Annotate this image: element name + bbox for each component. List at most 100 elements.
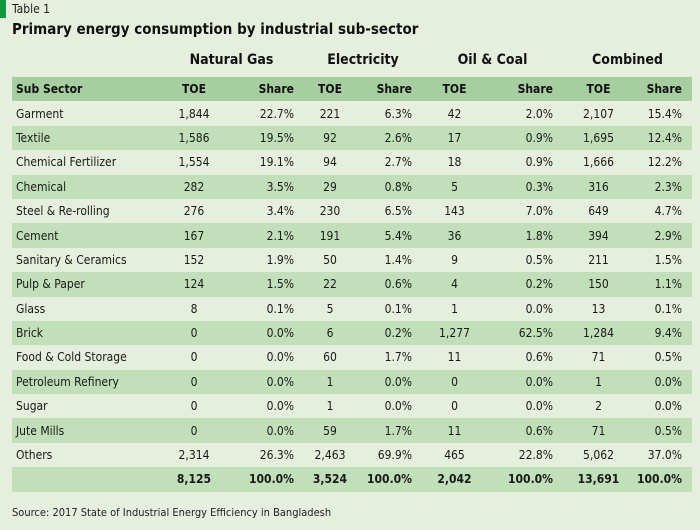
table-cell: 71: [591, 350, 606, 365]
table-cell: 0.5%: [654, 423, 682, 438]
table-cell: 0.1%: [384, 301, 412, 316]
table-cell: 1,695: [583, 130, 614, 145]
table-cell: 3.4%: [266, 204, 294, 219]
table-cell: 0.0%: [266, 326, 294, 341]
table-cell: 1.9%: [266, 252, 294, 267]
table-cell: 465: [444, 448, 465, 463]
sub-sector-cell: Food & Cold Storage: [16, 350, 127, 365]
energy-table: Sub Sector TOE Share TOE Share TOE Share…: [12, 77, 692, 492]
table-row: Jute Mills 0 0.0% 59 1.7% 11 0.6% 71 0.5%: [12, 418, 692, 443]
table-cell: 2,463: [314, 448, 346, 463]
sub-sector-cell: Steel & Re-rolling: [16, 204, 110, 219]
sub-sector-cell: Glass: [16, 301, 46, 316]
table-cell: 5.4%: [384, 228, 412, 243]
table-cell: 22: [323, 277, 337, 292]
table-cell: 2.1%: [266, 228, 294, 243]
table-cell: 2,107: [583, 106, 614, 121]
table-title: Primary energy consumption by industrial…: [12, 20, 419, 38]
table-cell: 59: [323, 423, 337, 438]
table-cell: 0.0%: [384, 399, 412, 414]
table-cell: 62.5%: [518, 326, 553, 341]
table-cell: 0.3%: [525, 179, 553, 194]
table-row: Chemical 282 3.5% 29 0.8% 5 0.3% 316 2.3%: [12, 174, 692, 199]
sub-sector-cell: [12, 467, 159, 491]
table-cell: 1,277: [439, 326, 470, 341]
table-cell: 100.0%: [508, 472, 553, 487]
table-cell: 0.6%: [384, 277, 412, 292]
table-cell: 0: [451, 374, 458, 389]
table-cell: 0.2%: [384, 326, 412, 341]
table-cell: 1.5%: [654, 252, 682, 267]
table-cell: 2.3%: [654, 179, 682, 194]
table-cell: 143: [444, 204, 465, 219]
table-row: Garment 1,844 22.7% 221 6.3% 42 2.0% 2,107 15.4%: [12, 101, 692, 126]
sub-sector-cell: Sanitary & Ceramics: [16, 252, 127, 267]
table-cell: 0.0%: [525, 301, 553, 316]
table-row: Textile 1,586 19.5% 92 2.6% 17 0.9% 1,695 12.4%: [12, 125, 692, 151]
table-cell: 1.5%: [266, 277, 294, 292]
sub-sector-cell: Others: [16, 448, 53, 463]
table-cell: 0.0%: [266, 423, 294, 438]
table-cell: 26.3%: [259, 448, 294, 463]
table-cell: 37.0%: [647, 448, 682, 463]
accent-bar: [0, 0, 6, 18]
column-group-headers: Natural Gas Electricity Oil & Coal Combi…: [12, 52, 692, 72]
table-cell: 316: [588, 179, 609, 194]
table-cell: 0.8%: [384, 179, 412, 194]
table-cell: 1.8%: [525, 228, 553, 243]
table-cell: 1,666: [583, 155, 614, 170]
sub-sector-cell: Sugar: [16, 399, 48, 414]
table-cell: 1,844: [178, 106, 210, 121]
table-cell: 94: [323, 155, 337, 170]
table-cell: 12.2%: [647, 155, 682, 170]
sub-sector-cell: Petroleum Refinery: [16, 374, 119, 389]
group-header-natural-gas: Natural Gas: [189, 52, 274, 68]
table-cell: 0: [190, 423, 198, 438]
table-cell: 3,524: [312, 472, 348, 487]
table-cell: 11: [447, 423, 462, 438]
table-cell: 6.5%: [384, 204, 412, 219]
table-cell: 167: [183, 228, 205, 243]
table-cell: 18: [447, 155, 462, 170]
table-cell: 12.4%: [647, 130, 682, 145]
column-header: TOE: [318, 82, 342, 97]
table-cell: 2,042: [437, 472, 472, 487]
column-header: Share: [258, 82, 294, 97]
table-cell: 0.0%: [266, 374, 294, 389]
table-cell: 0.9%: [525, 130, 553, 145]
table-cell: 100.0%: [637, 472, 682, 487]
table-row: Pulp & Paper 124 1.5% 22 0.6% 4 0.2% 150 1.1%: [12, 272, 692, 297]
table-cell: 0.5%: [525, 252, 553, 267]
table-cell: 124: [183, 277, 205, 292]
table-cell: 4: [451, 277, 458, 292]
table-cell: 19.1%: [259, 155, 294, 170]
table-cell: 7.0%: [525, 204, 553, 219]
table-cell: 36: [447, 228, 462, 243]
table-cell: 8,125: [176, 472, 212, 487]
table-cell: 2,314: [178, 448, 210, 463]
table-cell: 100.0%: [367, 472, 412, 487]
sub-sector-cell: Brick: [16, 326, 44, 341]
table-cell: 0: [190, 374, 198, 389]
table-cell: 71: [591, 423, 606, 438]
table-cell: 282: [183, 179, 205, 194]
table-cell: 6: [326, 326, 334, 341]
table-cell: 1.4%: [384, 252, 412, 267]
table-cell: 1: [451, 301, 458, 316]
table-cell: 60: [323, 350, 337, 365]
table-cell: 11: [447, 350, 462, 365]
table-cell: 191: [319, 228, 341, 243]
table-cell: 0.0%: [654, 374, 682, 389]
table-cell: 9.4%: [654, 326, 682, 341]
table-cell: 0.0%: [266, 350, 294, 365]
column-header: TOE: [442, 82, 467, 97]
table-cell: 2.0%: [525, 106, 553, 121]
table-cell: 1: [326, 399, 334, 414]
table-cell: 1.7%: [384, 350, 412, 365]
table-cell: 19.5%: [259, 130, 294, 145]
table-cell: 1.7%: [384, 423, 412, 438]
table-cell: 69.9%: [377, 448, 412, 463]
table-cell: 22.7%: [259, 106, 294, 121]
table-cell: 150: [588, 277, 609, 292]
column-header: TOE: [182, 82, 206, 97]
